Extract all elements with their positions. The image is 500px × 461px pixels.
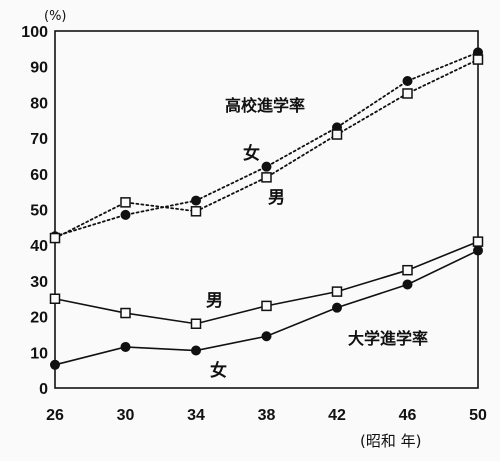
annotation-high-school-female: 女: [243, 143, 260, 164]
point-marker: [473, 245, 483, 256]
y-tick-label: 30: [30, 274, 48, 291]
point-marker: [261, 300, 272, 312]
annotation-university-male: 男: [206, 291, 223, 311]
y-tick-label: 90: [30, 60, 48, 77]
y-tick-label: 70: [30, 131, 48, 148]
x-tick-label: 30: [117, 407, 135, 424]
point-marker: [402, 264, 413, 276]
x-unit-label: (昭和 年): [360, 432, 421, 450]
x-tick-label: 34: [187, 407, 205, 424]
point-marker: [332, 302, 342, 313]
point-marker: [120, 341, 131, 352]
point-marker: [331, 129, 343, 140]
point-marker: [402, 279, 413, 290]
point-marker: [402, 75, 413, 86]
x-tick-label: 50: [469, 407, 487, 424]
point-marker: [50, 359, 60, 370]
point-marker: [191, 345, 201, 356]
point-marker: [472, 54, 484, 65]
point-marker: [191, 195, 201, 206]
y-tick-label: 50: [30, 203, 48, 220]
x-tick-label: 26: [46, 407, 64, 424]
point-marker: [190, 206, 202, 217]
y-tick-label: 80: [30, 95, 48, 112]
y-tick-label: 60: [30, 167, 48, 184]
annotation-high-school-male: 男: [268, 188, 285, 208]
y-tick-label: 40: [30, 238, 48, 255]
point-marker: [261, 161, 272, 172]
point-marker: [331, 286, 343, 297]
point-marker: [472, 236, 484, 247]
series-markers: [49, 47, 484, 370]
point-marker: [49, 232, 61, 244]
x-tick-label: 46: [399, 407, 417, 424]
y-tick-label: 100: [21, 24, 48, 41]
y-tick-label: 20: [30, 310, 48, 327]
x-tick-label: 42: [328, 407, 346, 424]
annotation-university-female: 女: [210, 360, 227, 381]
y-unit-label: (%): [44, 9, 67, 24]
tick-labels: 0 10 20 30 40 50 60 70 80 90 100 26 30 34 38 42 46 50: [21, 24, 487, 424]
y-tick-label: 0: [39, 381, 48, 398]
y-tick-label: 10: [30, 345, 48, 362]
x-tick-label: 38: [258, 407, 276, 424]
annotation-high-school: 高校進学率: [225, 96, 305, 115]
point-marker: [120, 209, 131, 220]
point-marker: [120, 197, 131, 208]
point-marker: [49, 293, 61, 304]
annotation-university: 大学進学率: [348, 329, 428, 348]
point-marker: [190, 318, 202, 329]
point-marker: [402, 88, 413, 99]
point-marker: [261, 331, 272, 342]
point-marker: [261, 172, 272, 183]
point-marker: [120, 307, 131, 319]
